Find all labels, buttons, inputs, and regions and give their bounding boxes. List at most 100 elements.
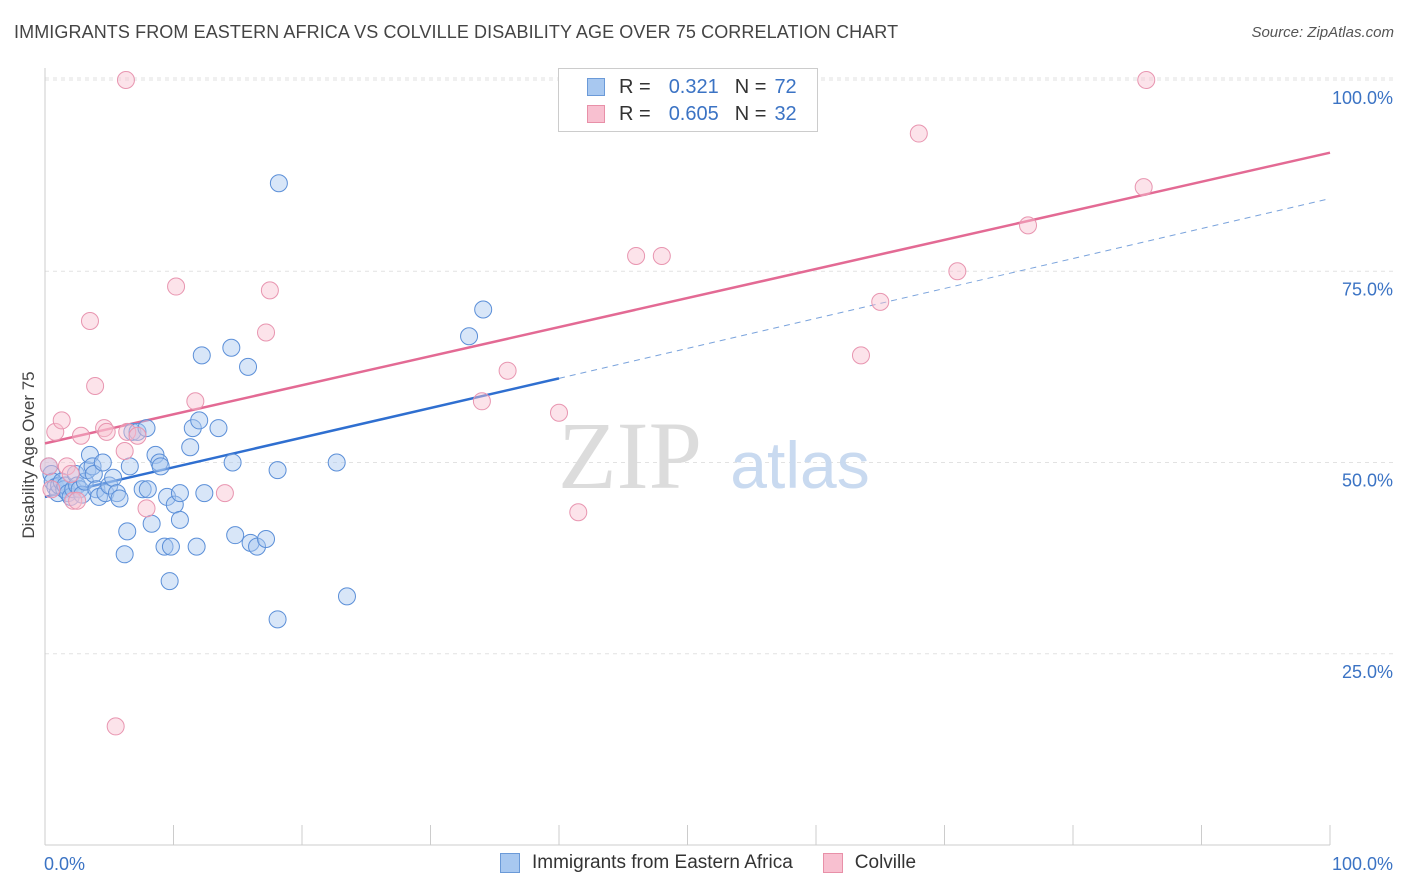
point-immigrants <box>223 453 242 472</box>
point-immigrants <box>120 457 139 476</box>
point-immigrants <box>133 480 152 499</box>
legend-r-value: 0.605 <box>668 102 719 125</box>
point-colville <box>39 457 58 476</box>
series-legend-item-immigrants: Immigrants from Eastern Africa <box>500 852 793 874</box>
point-colville <box>186 392 205 411</box>
point-immigrants <box>104 468 123 487</box>
point-immigrants <box>83 457 102 476</box>
point-colville <box>257 323 276 342</box>
y-axis-label: Disability Age Over 75 <box>19 371 38 538</box>
point-immigrants <box>137 419 156 438</box>
point-immigrants <box>248 537 267 556</box>
point-colville <box>627 246 646 265</box>
series-swatch-blue <box>500 853 520 873</box>
point-immigrants <box>327 453 346 472</box>
watermark-zip: ZIP <box>558 402 702 509</box>
point-colville <box>1019 216 1038 235</box>
chart-title: IMMIGRANTS FROM EASTERN AFRICA VS COLVIL… <box>14 22 899 42</box>
series-swatch-pink <box>822 853 843 873</box>
point-immigrants <box>226 526 245 545</box>
point-colville <box>909 124 928 143</box>
trendlines <box>44 151 1331 499</box>
point-immigrants <box>337 587 356 606</box>
point-immigrants <box>118 522 137 541</box>
trendline-colville <box>44 151 1331 445</box>
point-immigrants <box>474 300 493 319</box>
point-immigrants <box>66 464 85 483</box>
point-immigrants <box>268 461 287 480</box>
point-immigrants <box>155 537 174 556</box>
point-immigrants <box>170 510 189 529</box>
point-colville <box>871 292 890 311</box>
point-colville <box>106 717 125 736</box>
point-colville <box>260 281 279 300</box>
series-legend: Immigrants from Eastern Africa Colville <box>500 852 946 874</box>
series-legend-item-colville: Colville <box>822 852 917 874</box>
x-tick-label-max: 100.0% <box>1332 854 1393 874</box>
point-colville <box>52 411 71 430</box>
point-colville <box>115 442 134 461</box>
trendline-immigrants-extension <box>558 198 1331 379</box>
trendline-immigrants <box>44 377 560 499</box>
legend-row-pink: R = 0.605 N = 32 <box>587 102 797 126</box>
point-immigrants <box>239 357 258 376</box>
point-immigrants <box>115 545 134 564</box>
point-immigrants <box>192 346 211 365</box>
point-colville <box>46 422 65 441</box>
point-immigrants <box>170 484 189 503</box>
y-tick-label: 75.0% <box>1342 279 1393 299</box>
legend-swatch-pink <box>587 105 605 123</box>
point-colville <box>569 503 588 522</box>
point-colville <box>1134 178 1153 197</box>
y-tick-label: 25.0% <box>1342 662 1393 682</box>
point-immigrants <box>187 537 206 556</box>
point-colville <box>550 403 568 422</box>
point-colville <box>42 480 61 499</box>
series-label-immigrants: Immigrants from Eastern Africa <box>532 852 793 873</box>
point-colville <box>116 71 135 89</box>
point-immigrants <box>128 422 147 441</box>
point-immigrants <box>190 411 209 430</box>
point-immigrants <box>93 453 112 472</box>
correlation-legend: R = 0.321 N = 72 R = 0.605 N = 32 <box>558 68 818 132</box>
point-colville <box>948 262 967 281</box>
point-colville <box>68 491 87 510</box>
x-tick-label-min: 0.0% <box>44 854 85 874</box>
point-colville <box>128 426 147 445</box>
legend-r-label: R = <box>619 102 651 125</box>
point-immigrants <box>160 572 179 591</box>
point-immigrants <box>268 610 287 629</box>
point-immigrants <box>161 537 180 556</box>
point-colville <box>652 246 671 265</box>
source-label: Source: ZipAtlas.com <box>1251 24 1394 41</box>
legend-row-blue: R = 0.321 N = 72 <box>587 75 797 99</box>
axes <box>44 68 1331 846</box>
watermark: ZIP atlas <box>558 402 870 509</box>
point-immigrants <box>151 457 170 476</box>
point-immigrants <box>181 438 200 457</box>
point-immigrants <box>195 484 214 503</box>
point-immigrants <box>138 480 157 499</box>
point-colville <box>851 346 870 365</box>
legend-n-label: N = <box>734 102 767 125</box>
point-colville <box>215 484 234 503</box>
axis-labels: 25.0% 50.0% 75.0% 100.0% 0.0% 100.0% Disabilit… <box>19 88 1393 874</box>
point-colville <box>1137 71 1156 89</box>
point-immigrants <box>269 174 288 193</box>
point-colville <box>61 464 80 483</box>
point-colville <box>64 491 83 510</box>
point-colville <box>118 422 137 441</box>
point-immigrants <box>107 484 126 503</box>
point-colville <box>498 361 517 380</box>
point-immigrants <box>257 530 276 548</box>
point-immigrants <box>460 327 479 346</box>
point-colville <box>472 392 491 411</box>
point-colville <box>80 311 99 330</box>
legend-n-label: N = <box>734 75 767 98</box>
series-label-colville: Colville <box>854 852 917 873</box>
point-colville <box>71 426 90 445</box>
point-immigrants <box>110 489 129 508</box>
legend-r-label: R = <box>619 75 651 98</box>
watermark-atlas: atlas <box>730 428 869 502</box>
